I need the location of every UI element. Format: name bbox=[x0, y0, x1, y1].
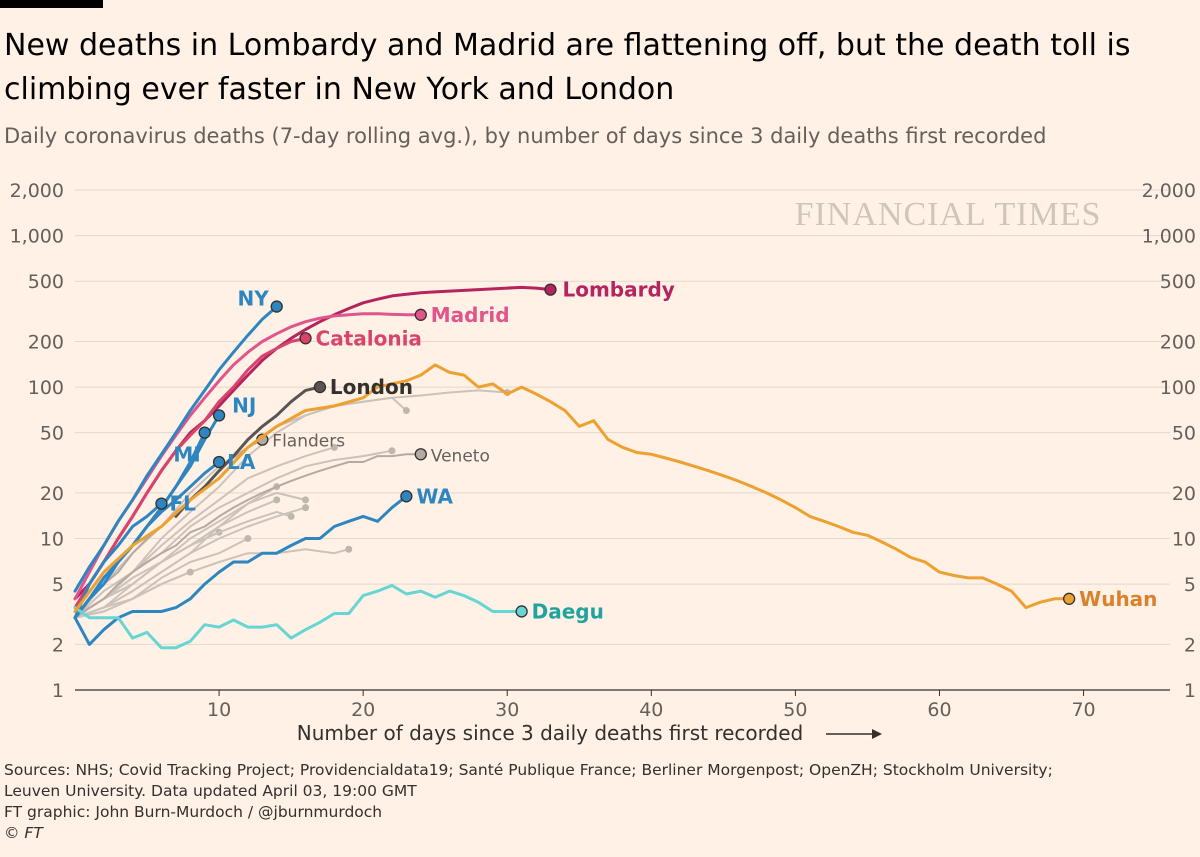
series-label-veneto: Veneto bbox=[431, 446, 490, 466]
series-endpoint-lombardy bbox=[544, 283, 557, 296]
series-line-washington bbox=[73, 494, 408, 646]
series-endpoint-new-york bbox=[270, 300, 283, 313]
y-tick-label-right: 1 bbox=[1184, 680, 1196, 702]
series-endpoint-florida bbox=[155, 497, 168, 510]
series-label-new-jersey: NJ bbox=[232, 393, 256, 417]
y-tick-label-left: 2 bbox=[52, 634, 64, 656]
y-tick-label-right: 100 bbox=[1160, 377, 1196, 399]
series-label-lombardy: Lombardy bbox=[562, 278, 674, 302]
x-axis: 10 20 30 40 50 60 70 bbox=[207, 690, 1096, 721]
x-axis-label: Number of days since 3 daily deaths firs… bbox=[297, 721, 803, 745]
y-tick-label-left: 1 bbox=[52, 680, 64, 702]
series-endpoint-other bbox=[402, 407, 410, 415]
chart-title: New deaths in Lombardy and Madrid are fl… bbox=[4, 28, 1131, 107]
series-endpoint-other bbox=[345, 545, 353, 553]
x-tick-label: 10 bbox=[207, 699, 231, 721]
series-label-catalonia: Catalonia bbox=[316, 326, 422, 350]
y-tick-label-right: 50 bbox=[1172, 423, 1196, 445]
series-endpoint-london bbox=[313, 380, 327, 394]
series-line-veneto bbox=[74, 453, 422, 619]
footer: Sources: NHS; Covid Tracking Project; Pr… bbox=[4, 760, 1053, 844]
series-labels: Lombardy Madrid Catalonia NY London NJ MI LA FL W… bbox=[169, 278, 1157, 624]
y-tick-label-right: 2 bbox=[1184, 634, 1196, 656]
series-label-madrid: Madrid bbox=[431, 303, 510, 327]
y-tick-label-left: 1,000 bbox=[10, 226, 64, 248]
series-label-michigan: MI bbox=[173, 443, 200, 467]
series-endpoint-washington bbox=[400, 490, 413, 503]
y-tick-label-right: 2,000 bbox=[1142, 180, 1196, 202]
series-endpoint-other bbox=[330, 443, 338, 451]
y-tick-label-right: 5 bbox=[1184, 574, 1196, 596]
y-tick-label-right: 200 bbox=[1160, 331, 1196, 353]
series-label-london: London bbox=[330, 375, 413, 399]
y-tick-label-right: 500 bbox=[1160, 271, 1196, 293]
series-label-flanders: Flanders bbox=[272, 432, 345, 452]
series-label-new-york: NY bbox=[237, 287, 269, 311]
series-endpoint-michigan bbox=[198, 426, 211, 439]
series-endpoint-other bbox=[388, 447, 396, 455]
sources-line-2: Leuven University. Data updated April 03… bbox=[4, 782, 417, 800]
series-highlighted bbox=[73, 283, 1076, 650]
series-endpoint-catalonia bbox=[299, 332, 312, 345]
series-line-other bbox=[74, 485, 278, 619]
series-label-wuhan: Wuhan bbox=[1079, 587, 1157, 611]
series-label-daegu: Daegu bbox=[532, 599, 604, 623]
copyright: © FT bbox=[4, 824, 43, 842]
chart-subtitle: Daily coronavirus deaths (7-day rolling … bbox=[4, 124, 1047, 148]
series-endpoint-other bbox=[186, 568, 194, 576]
x-axis-arrow bbox=[826, 729, 882, 739]
series-label-florida: FL bbox=[169, 492, 196, 516]
x-tick-label: 40 bbox=[639, 699, 663, 721]
series-line-catalonia bbox=[73, 336, 307, 610]
series-endpoint-other bbox=[244, 535, 252, 543]
y-tick-label-left: 100 bbox=[28, 377, 64, 399]
y-tick-label-left: 2,000 bbox=[10, 180, 64, 202]
series-endpoint-louisiana bbox=[212, 455, 226, 469]
series-label-louisiana: LA bbox=[227, 450, 256, 474]
series-line-other bbox=[74, 491, 306, 619]
x-tick-label: 30 bbox=[495, 699, 519, 721]
series-line-florida bbox=[73, 502, 163, 620]
x-tick-label: 20 bbox=[351, 699, 375, 721]
series-background bbox=[74, 389, 511, 619]
series-label-washington: WA bbox=[416, 484, 453, 508]
y-tick-label-left: 20 bbox=[40, 483, 64, 505]
y-tick-label-left: 10 bbox=[40, 529, 64, 551]
x-tick-label: 50 bbox=[783, 699, 807, 721]
y-axis-right: 1 2 5 10 20 50 100 200 500 1,000 2,000 bbox=[1142, 180, 1196, 702]
y-tick-label-right: 10 bbox=[1172, 529, 1196, 551]
series-endpoint-madrid bbox=[414, 308, 427, 321]
y-axis-left: 1 2 5 10 20 50 100 200 500 1,000 2,000 bbox=[10, 180, 64, 702]
series-line-other bbox=[74, 446, 335, 619]
y-tick-label-right: 1,000 bbox=[1142, 226, 1196, 248]
series-endpoint-daegu bbox=[515, 605, 528, 618]
series-line-wuhan bbox=[73, 363, 1071, 613]
ft-top-bar bbox=[0, 0, 103, 8]
series-line-other bbox=[74, 571, 191, 619]
y-tick-label-left: 500 bbox=[28, 271, 64, 293]
series-endpoint-other bbox=[302, 496, 310, 504]
series-endpoint-other bbox=[302, 504, 310, 512]
series-endpoint-veneto bbox=[414, 448, 427, 461]
series-endpoint-new-jersey bbox=[212, 409, 226, 422]
series-endpoint-other bbox=[287, 512, 295, 520]
series-line-louisiana bbox=[73, 460, 221, 620]
x-tick-label: 70 bbox=[1071, 699, 1095, 721]
graphic-credit: FT graphic: John Burn-Murdoch / @jburnmu… bbox=[4, 803, 383, 821]
series-line-daegu bbox=[73, 584, 524, 650]
x-tick-label: 60 bbox=[927, 699, 951, 721]
y-tick-label-right: 20 bbox=[1172, 483, 1196, 505]
series-line-other bbox=[74, 510, 292, 619]
sources-line-1: Sources: NHS; Covid Tracking Project; Pr… bbox=[4, 761, 1053, 779]
watermark: FINANCIAL TIMES bbox=[795, 196, 1102, 233]
series-endpoint-other bbox=[273, 496, 281, 504]
series-line-other bbox=[74, 389, 508, 619]
series-line-new-york bbox=[73, 305, 279, 593]
y-tick-label-left: 200 bbox=[28, 331, 64, 353]
y-tick-label-left: 50 bbox=[40, 423, 64, 445]
series-endpoint-wuhan bbox=[1062, 592, 1076, 605]
y-tick-label-left: 5 bbox=[52, 574, 64, 596]
grid-lines bbox=[75, 189, 1170, 691]
